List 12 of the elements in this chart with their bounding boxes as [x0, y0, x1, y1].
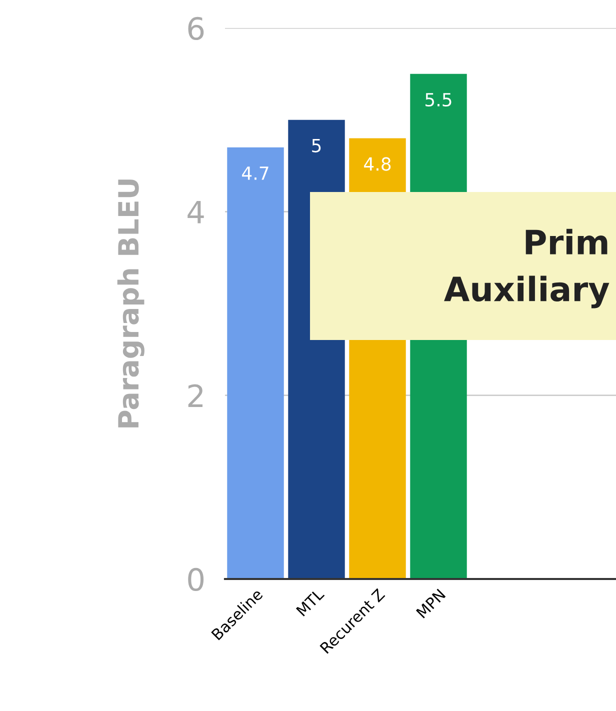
data-label: 5.5	[426, 93, 452, 107]
data-label: 4.8	[364, 157, 391, 171]
y-tick-label: 2	[188, 384, 202, 407]
y-tick-label: 4	[188, 201, 204, 224]
data-label: 5	[312, 139, 321, 152]
annotation: Auxiliary	[444, 276, 610, 308]
bar	[227, 147, 284, 579]
data-label: 4.7	[242, 166, 268, 180]
text: Prim	[526, 228, 608, 254]
y-tick-label: 0	[188, 568, 204, 592]
y-tick-label: 6	[188, 16, 204, 40]
y-axis-title: Paragraph BLEU	[117, 180, 144, 428]
